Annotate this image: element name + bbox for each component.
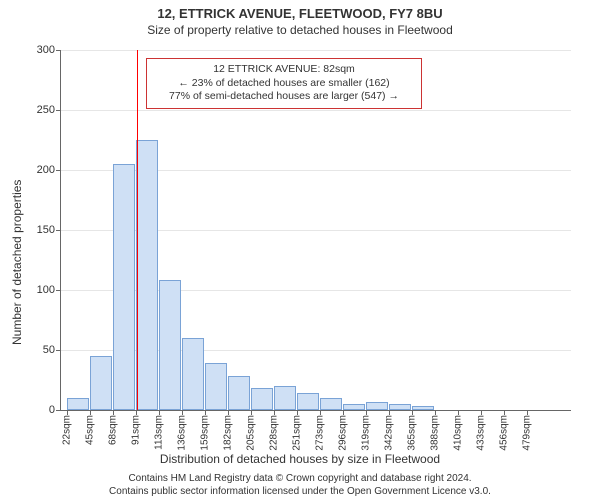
xtick-label: 388sqm [430, 415, 441, 451]
footer-line2: Contains public sector information licen… [0, 485, 600, 498]
annotation-box: 12 ETTRICK AVENUE: 82sqm ← 23% of detach… [146, 58, 422, 109]
histogram-bar [228, 376, 250, 410]
xtick-label: 91sqm [131, 415, 142, 445]
annotation-line1: 12 ETTRICK AVENUE: 82sqm [155, 63, 413, 77]
ytick-label: 0 [49, 404, 55, 416]
plot-area: 12 ETTRICK AVENUE: 82sqm ← 23% of detach… [60, 50, 571, 411]
histogram-bar [205, 363, 227, 410]
ytick-label: 200 [37, 164, 55, 176]
chart-container: { "title": "12, ETTRICK AVENUE, FLEETWOO… [0, 0, 600, 500]
xtick-label: 159sqm [200, 415, 211, 451]
xtick-label: 273sqm [315, 415, 326, 451]
xtick-label: 365sqm [407, 415, 418, 451]
xtick-label: 113sqm [154, 415, 165, 450]
xtick-label: 251sqm [292, 415, 303, 451]
footer-line1: Contains HM Land Registry data © Crown c… [0, 472, 600, 485]
y-axis-title: Number of detached properties [10, 180, 24, 345]
xtick-label: 296sqm [338, 415, 349, 451]
xtick-label: 319sqm [361, 415, 372, 451]
ytick-label: 150 [37, 224, 55, 236]
histogram-bar [389, 404, 411, 410]
histogram-bar [412, 406, 434, 410]
x-axis-title: Distribution of detached houses by size … [0, 452, 600, 466]
xtick-label: 342sqm [384, 415, 395, 451]
histogram-bar [136, 140, 158, 410]
xtick-label: 228sqm [269, 415, 280, 451]
xtick-label: 68sqm [108, 415, 119, 445]
ytick-mark [56, 410, 61, 411]
xtick-label: 22sqm [62, 415, 73, 445]
xtick-label: 205sqm [246, 415, 257, 451]
histogram-bar [366, 402, 388, 410]
xtick-label: 182sqm [223, 415, 234, 451]
chart-subtitle: Size of property relative to detached ho… [0, 23, 600, 37]
histogram-bar [90, 356, 112, 410]
footer: Contains HM Land Registry data © Crown c… [0, 472, 600, 498]
histogram-bar [343, 404, 365, 410]
histogram-bar [320, 398, 342, 410]
ytick-label: 100 [37, 284, 55, 296]
chart-title: 12, ETTRICK AVENUE, FLEETWOOD, FY7 8BU [0, 0, 600, 21]
xtick-label: 433sqm [476, 415, 487, 451]
annotation-line2: ← 23% of detached houses are smaller (16… [155, 77, 413, 91]
annotation-line3: 77% of semi-detached houses are larger (… [155, 90, 413, 104]
histogram-bar [113, 164, 135, 410]
histogram-bar [159, 280, 181, 410]
histogram-bar [67, 398, 89, 410]
histogram-bar [251, 388, 273, 410]
xtick-label: 479sqm [522, 415, 533, 451]
xtick-label: 45sqm [85, 415, 96, 445]
marker-line [137, 50, 138, 410]
xtick-label: 456sqm [499, 415, 510, 451]
xtick-label: 410sqm [453, 415, 464, 451]
ytick-label: 300 [37, 44, 55, 56]
histogram-bar [274, 386, 296, 410]
ytick-label: 50 [43, 344, 55, 356]
ytick-label: 250 [37, 104, 55, 116]
histogram-bar [297, 393, 319, 410]
histogram-bar [182, 338, 204, 410]
xtick-label: 136sqm [177, 415, 188, 451]
